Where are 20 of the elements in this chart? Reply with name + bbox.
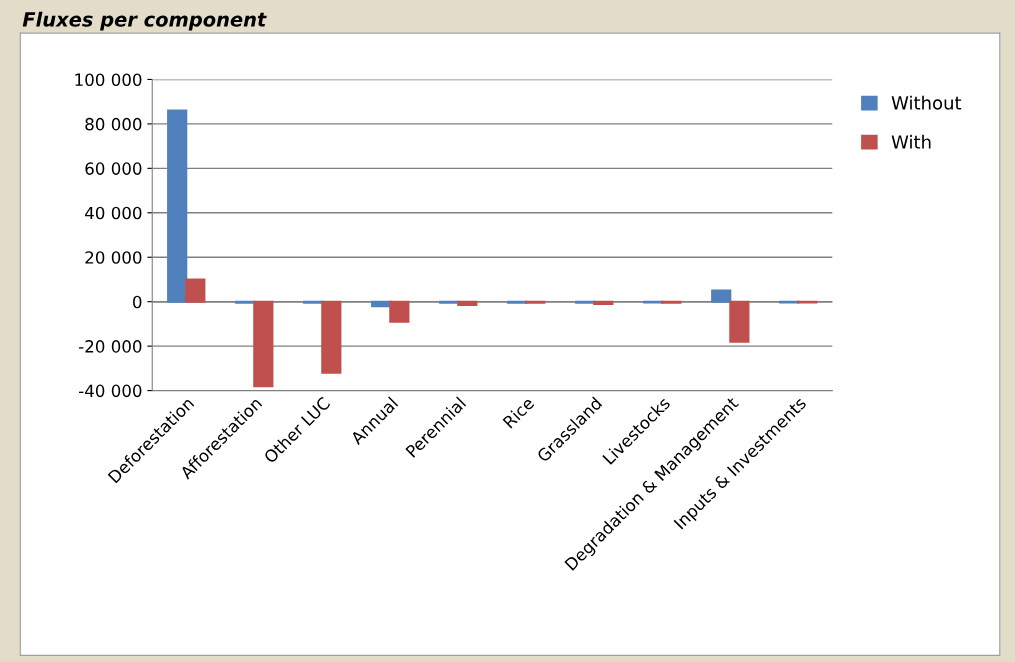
y-tick-label: -40 000 xyxy=(79,384,142,398)
bar xyxy=(321,300,342,374)
chart-title: Fluxes per component xyxy=(22,11,267,31)
y-tick-label: -20 000 xyxy=(79,340,142,353)
bar xyxy=(729,300,750,343)
legend-label: With xyxy=(891,134,931,149)
y-tick-label: 100 000 xyxy=(75,73,142,87)
bar xyxy=(389,300,410,323)
bar xyxy=(457,300,478,307)
bar xyxy=(253,300,274,388)
y-tick-label: 80 000 xyxy=(85,117,142,131)
bar xyxy=(185,278,206,303)
y-tick-label: 20 000 xyxy=(85,251,142,264)
bar xyxy=(167,109,188,303)
y-tick-label: 0 xyxy=(133,295,142,309)
y-tick-label: 60 000 xyxy=(85,162,142,175)
legend-label: Without xyxy=(891,95,962,110)
y-tick-label: 40 000 xyxy=(85,206,142,220)
bar xyxy=(711,289,732,303)
bar xyxy=(593,300,614,305)
